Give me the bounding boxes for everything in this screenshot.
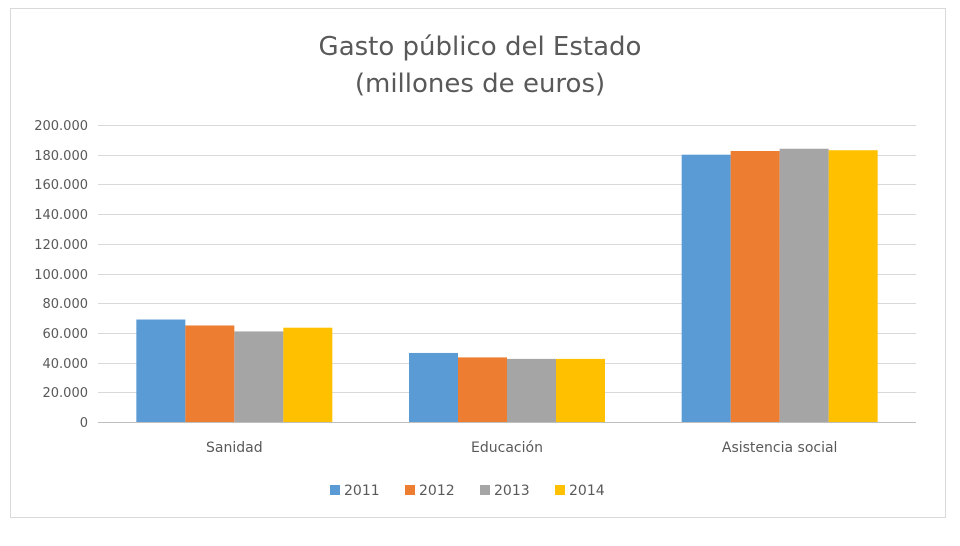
y-tick-label: 20.000 [43, 386, 89, 401]
legend-label-2012: 2012 [419, 483, 455, 499]
legend-label-2011: 2011 [344, 483, 380, 499]
y-tick-label: 160.000 [34, 178, 88, 193]
bars [136, 148, 878, 423]
bar-2013-3 [779, 148, 829, 422]
bar-2013-1 [234, 331, 284, 422]
legend-swatch-2013 [480, 485, 490, 495]
y-tick-label: 0 [80, 416, 88, 431]
bar-2014-3 [828, 150, 878, 422]
category-label: Asistencia social [722, 440, 838, 456]
x-axis: Sanidad Educación Asistencia social [206, 440, 837, 456]
y-tick-label: 180.000 [34, 149, 88, 164]
y-tick-label: 60.000 [43, 327, 89, 342]
legend-swatch-2014 [555, 485, 565, 495]
legend-swatch-2012 [405, 485, 415, 495]
bar-2012-1 [185, 325, 235, 422]
bar-2013-2 [507, 358, 556, 422]
y-tick-label: 120.000 [34, 238, 88, 253]
y-axis: 0 20.000 40.000 60.000 80.000 100.000 120.000 1… [34, 119, 88, 431]
category-label: Sanidad [206, 440, 263, 456]
category-label: Educación [471, 440, 543, 456]
legend-label-2013: 2013 [494, 483, 530, 499]
bar-2014-2 [556, 358, 605, 422]
bar-2012-2 [458, 357, 507, 422]
y-tick-label: 80.000 [43, 297, 89, 312]
legend-label-2014: 2014 [569, 483, 605, 499]
chart-title-line-2: (millones de euros) [355, 69, 605, 99]
chart-title-line-1: Gasto público del Estado [319, 32, 642, 62]
bar-2011-2 [409, 352, 458, 422]
bar-2011-1 [136, 319, 186, 422]
y-tick-label: 200.000 [34, 119, 88, 134]
bar-2014-1 [283, 327, 333, 422]
y-tick-label: 40.000 [43, 357, 89, 372]
legend: 2011 2012 2013 2014 [330, 483, 605, 499]
legend-swatch-2011 [330, 485, 340, 495]
bar-2012-3 [730, 150, 780, 423]
y-tick-label: 100.000 [34, 268, 88, 283]
bar-2011-3 [681, 154, 731, 422]
y-tick-label: 140.000 [34, 208, 88, 223]
